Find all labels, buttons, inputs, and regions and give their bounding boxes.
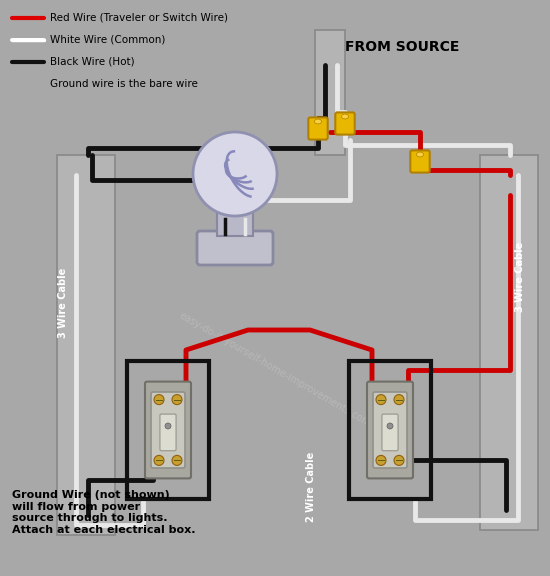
Circle shape xyxy=(394,395,404,404)
Ellipse shape xyxy=(416,152,424,157)
Circle shape xyxy=(154,456,164,465)
FancyBboxPatch shape xyxy=(382,414,398,450)
Text: easy-do-it-yourself-home-improvements.com: easy-do-it-yourself-home-improvements.co… xyxy=(178,311,372,429)
Circle shape xyxy=(376,456,386,465)
Circle shape xyxy=(172,456,182,465)
FancyBboxPatch shape xyxy=(373,392,407,468)
FancyBboxPatch shape xyxy=(336,112,355,135)
Ellipse shape xyxy=(342,114,349,119)
Bar xyxy=(349,361,431,499)
FancyBboxPatch shape xyxy=(410,150,430,173)
Circle shape xyxy=(154,395,164,404)
FancyBboxPatch shape xyxy=(160,414,176,450)
Text: Black Wire (Hot): Black Wire (Hot) xyxy=(50,57,135,67)
Circle shape xyxy=(376,395,386,404)
Bar xyxy=(127,361,209,499)
Bar xyxy=(315,30,345,155)
Ellipse shape xyxy=(315,119,322,124)
FancyBboxPatch shape xyxy=(151,392,185,468)
Bar xyxy=(480,155,538,530)
FancyBboxPatch shape xyxy=(197,231,273,265)
Circle shape xyxy=(387,423,393,429)
Text: Ground wire is the bare wire: Ground wire is the bare wire xyxy=(50,79,198,89)
FancyBboxPatch shape xyxy=(367,382,413,479)
Circle shape xyxy=(394,456,404,465)
FancyBboxPatch shape xyxy=(145,382,191,479)
Text: Red Wire (Traveler or Switch Wire): Red Wire (Traveler or Switch Wire) xyxy=(50,13,228,23)
Circle shape xyxy=(172,395,182,404)
Bar xyxy=(217,212,253,236)
Text: 3 Wire Cable: 3 Wire Cable xyxy=(58,267,68,338)
Text: Ground Wire (not shown)
will flow from power
source through to lights.
Attach at: Ground Wire (not shown) will flow from p… xyxy=(12,490,195,535)
Text: 2 Wire Cable: 2 Wire Cable xyxy=(306,452,316,522)
Circle shape xyxy=(193,132,277,216)
Text: 3 Wire Cable: 3 Wire Cable xyxy=(515,241,525,312)
Text: FROM SOURCE: FROM SOURCE xyxy=(345,40,459,54)
Bar xyxy=(57,155,115,535)
FancyBboxPatch shape xyxy=(309,118,328,139)
Circle shape xyxy=(165,423,171,429)
Text: White Wire (Common): White Wire (Common) xyxy=(50,35,166,45)
